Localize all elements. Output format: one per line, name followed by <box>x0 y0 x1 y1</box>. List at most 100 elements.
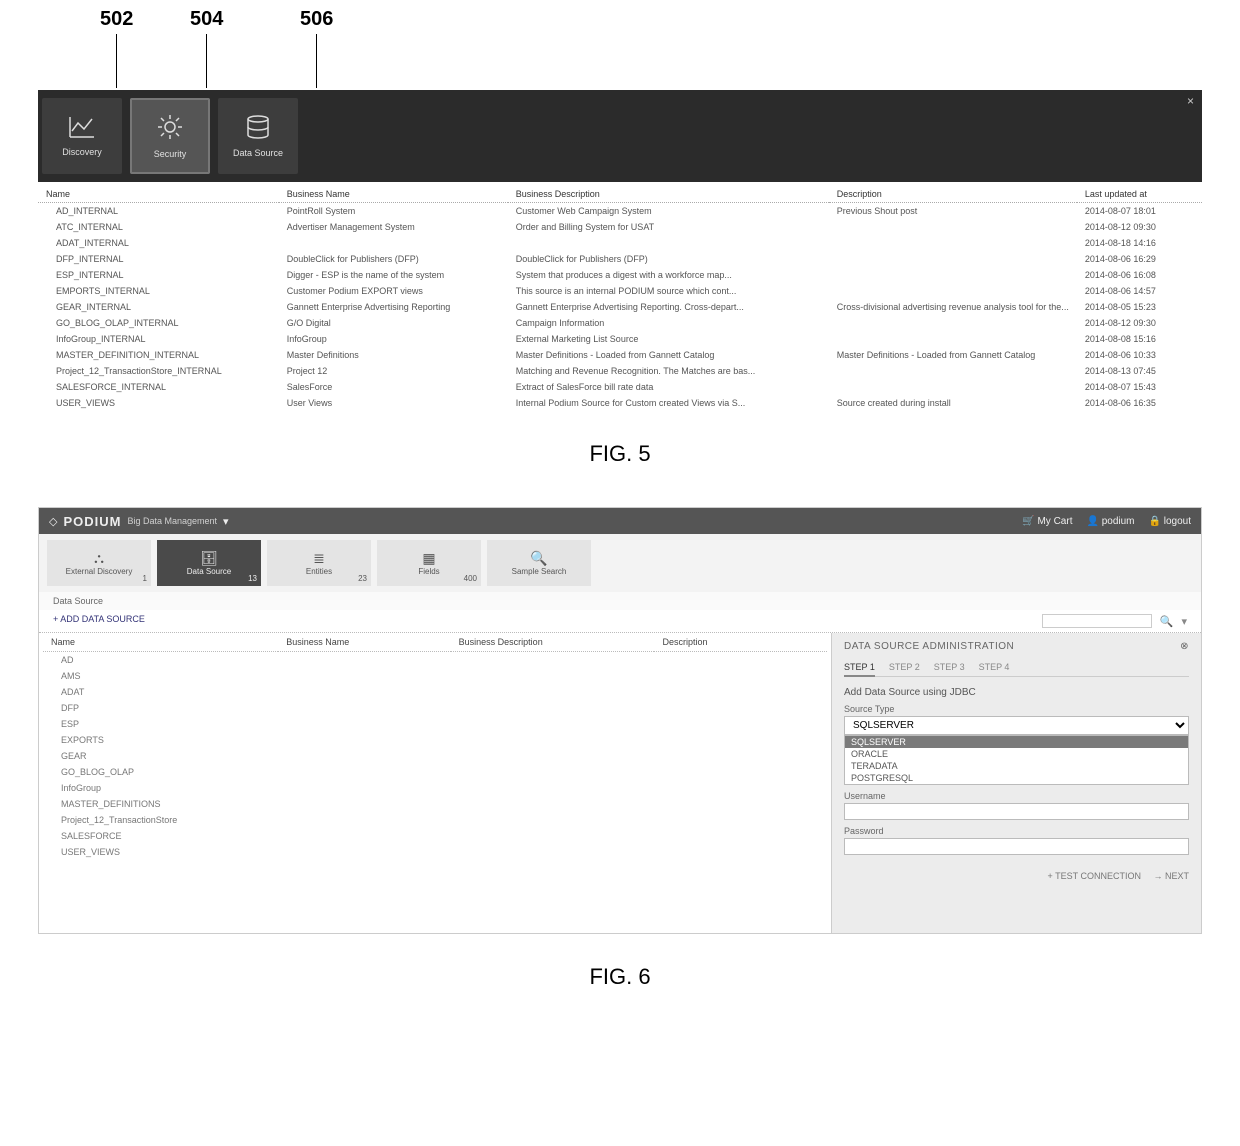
table-row[interactable]: ADAT_INTERNAL2014-08-18 14:16 <box>38 235 1202 251</box>
step-4[interactable]: STEP 4 <box>979 662 1010 672</box>
option-postgresql[interactable]: POSTGRESQL <box>845 772 1188 784</box>
table-cell: Master Definitions - Loaded from Gannett… <box>829 347 1077 363</box>
col-desc[interactable]: Description <box>829 186 1077 203</box>
step-1[interactable]: STEP 1 <box>844 662 875 677</box>
source-type-select[interactable]: SQLSERVER <box>844 716 1189 735</box>
option-teradata[interactable]: TERADATA <box>845 760 1188 772</box>
table-cell: GEAR_INTERNAL <box>38 299 279 315</box>
table-row[interactable]: AMS <box>43 668 827 684</box>
table-row[interactable]: EXPORTS <box>43 732 827 748</box>
chevron-down-icon[interactable]: ▾ <box>223 515 229 528</box>
table-row[interactable]: USER_VIEWS <box>43 844 827 860</box>
table-cell: Cross-divisional advertising revenue ana… <box>829 299 1077 315</box>
close-icon[interactable]: × <box>1187 94 1194 108</box>
fig6-nav-tiles: ⛬External Discovery1🗄Data Source13≣Entit… <box>39 534 1201 592</box>
col-desc[interactable]: Description <box>654 633 827 652</box>
table-row[interactable]: SALESFORCE_INTERNALSalesForceExtract of … <box>38 379 1202 395</box>
table-cell <box>278 700 450 716</box>
tile-count: 1 <box>143 574 147 583</box>
col-name[interactable]: Name <box>43 633 278 652</box>
brand-icon: ◇ <box>49 515 57 528</box>
table-row[interactable]: MASTER_DEFINITIONS <box>43 796 827 812</box>
table-row[interactable]: ATC_INTERNALAdvertiser Management System… <box>38 219 1202 235</box>
table-row[interactable]: GEAR_INTERNALGannett Enterprise Advertis… <box>38 299 1202 315</box>
table-cell <box>278 668 450 684</box>
col-bizname[interactable]: Business Name <box>279 186 508 203</box>
fig5-toolbar: Discovery Security Data Source × <box>38 90 1202 182</box>
nav-tile[interactable]: ⛬External Discovery1 <box>47 540 151 586</box>
table-cell: AD_INTERNAL <box>38 203 279 220</box>
nav-tile[interactable]: ▦Fields400 <box>377 540 481 586</box>
tile-discovery[interactable]: Discovery <box>42 98 122 174</box>
table-row[interactable]: ADAT <box>43 684 827 700</box>
filter-icon[interactable]: ▾ <box>1181 615 1187 628</box>
step-3[interactable]: STEP 3 <box>934 662 965 672</box>
tile-data-source[interactable]: Data Source <box>218 98 298 174</box>
table-row[interactable]: InfoGroup <box>43 780 827 796</box>
table-cell: Source created during install <box>829 395 1077 411</box>
table-cell: Previous Shout post <box>829 203 1077 220</box>
next-button[interactable]: → NEXT <box>1153 871 1189 881</box>
table-cell: Master Definitions <box>279 347 508 363</box>
tile-icon: ⛬ <box>94 550 104 567</box>
table-cell <box>654 796 827 812</box>
link-logout[interactable]: 🔒 logout <box>1149 516 1191 527</box>
table-row[interactable]: Project_12_TransactionStore_INTERNALProj… <box>38 363 1202 379</box>
table-row[interactable]: ESP <box>43 716 827 732</box>
table-row[interactable]: GO_BLOG_OLAP_INTERNALG/O DigitalCampaign… <box>38 315 1202 331</box>
table-row[interactable]: GO_BLOG_OLAP <box>43 764 827 780</box>
username-label: Username <box>844 791 1189 801</box>
col-name[interactable]: Name <box>38 186 279 203</box>
username-input[interactable] <box>844 803 1189 820</box>
step-2[interactable]: STEP 2 <box>889 662 920 672</box>
option-sqlserver[interactable]: SQLSERVER <box>845 736 1188 748</box>
search-icon[interactable]: 🔍 <box>1160 615 1174 628</box>
password-input[interactable] <box>844 838 1189 855</box>
table-row[interactable]: Project_12_TransactionStore <box>43 812 827 828</box>
source-type-options[interactable]: SQLSERVER ORACLE TERADATA POSTGRESQL <box>844 735 1189 785</box>
table-cell: InfoGroup <box>43 780 278 796</box>
table-row[interactable]: InfoGroup_INTERNALInfoGroupExternal Mark… <box>38 331 1202 347</box>
table-row[interactable]: MASTER_DEFINITION_INTERNALMaster Definit… <box>38 347 1202 363</box>
nav-tile[interactable]: 🗄Data Source13 <box>157 540 261 586</box>
nav-tile[interactable]: 🔍Sample Search <box>487 540 591 586</box>
table-row[interactable]: DFP <box>43 700 827 716</box>
table-row[interactable]: GEAR <box>43 748 827 764</box>
filter-input[interactable] <box>1042 614 1152 628</box>
table-row[interactable]: EMPORTS_INTERNALCustomer Podium EXPORT v… <box>38 283 1202 299</box>
tile-security[interactable]: Security <box>130 98 210 174</box>
callout-506: 506 <box>300 8 333 31</box>
source-type-label: Source Type <box>844 704 1189 714</box>
admin-panel: DATA SOURCE ADMINISTRATION ⊗ STEP 1 STEP… <box>831 633 1201 933</box>
col-bizdesc[interactable]: Business Description <box>508 186 829 203</box>
callout-line <box>116 34 117 88</box>
table-row[interactable]: ESP_INTERNALDigger - ESP is the name of … <box>38 267 1202 283</box>
table-cell: 2014-08-18 14:16 <box>1077 235 1202 251</box>
table-cell: DFP <box>43 700 278 716</box>
link-mycart[interactable]: 🛒 My Cart <box>1022 516 1072 527</box>
table-cell <box>829 363 1077 379</box>
table-cell: Extract of SalesForce bill rate data <box>508 379 829 395</box>
tile-label: Data Source <box>187 567 231 576</box>
col-bizname[interactable]: Business Name <box>278 633 450 652</box>
table-cell: 2014-08-06 16:08 <box>1077 267 1202 283</box>
table-row[interactable]: USER_VIEWSUser ViewsInternal Podium Sour… <box>38 395 1202 411</box>
table-cell: Campaign Information <box>508 315 829 331</box>
tile-count: 13 <box>248 574 257 583</box>
test-connection-button[interactable]: + TEST CONNECTION <box>1048 871 1141 881</box>
table-row[interactable]: AD <box>43 652 827 669</box>
table-row[interactable]: AD_INTERNALPointRoll SystemCustomer Web … <box>38 203 1202 220</box>
table-cell: AD <box>43 652 278 669</box>
table-cell: MASTER_DEFINITIONS <box>43 796 278 812</box>
nav-tile[interactable]: ≣Entities23 <box>267 540 371 586</box>
table-cell: SALESFORCE <box>43 828 278 844</box>
link-user[interactable]: 👤 podium <box>1086 516 1134 527</box>
col-updated[interactable]: Last updated at <box>1077 186 1202 203</box>
link-user-label: podium <box>1102 516 1135 527</box>
add-data-source-button[interactable]: + ADD DATA SOURCE <box>53 614 145 628</box>
option-oracle[interactable]: ORACLE <box>845 748 1188 760</box>
panel-close-icon[interactable]: ⊗ <box>1180 641 1189 652</box>
table-row[interactable]: SALESFORCE <box>43 828 827 844</box>
col-bizdesc[interactable]: Business Description <box>451 633 655 652</box>
table-row[interactable]: DFP_INTERNALDoubleClick for Publishers (… <box>38 251 1202 267</box>
